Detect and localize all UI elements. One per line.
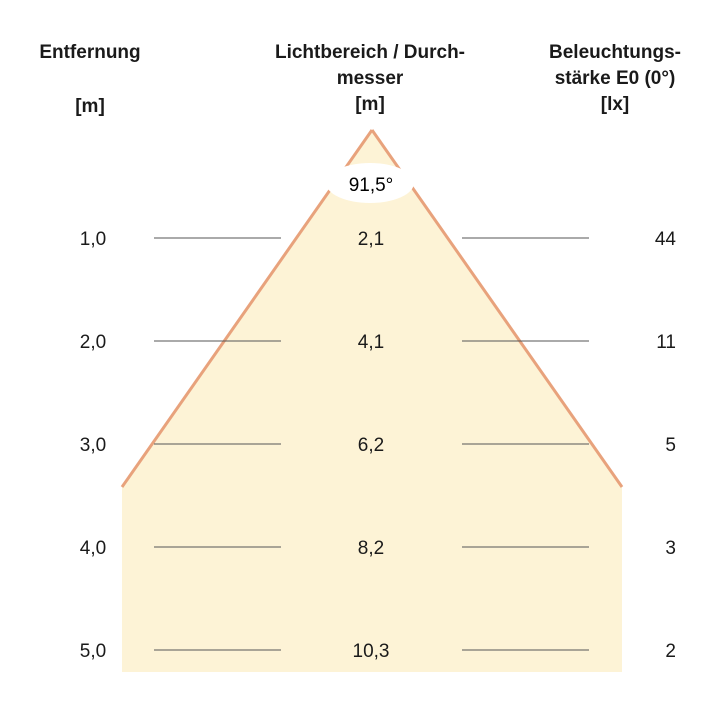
illuminance-header-title-cont: stärke E0 (0°) (554, 68, 676, 89)
row-diameter-value: 8,2 (358, 538, 384, 559)
distance-row: 5,0 10,3 2 (80, 641, 676, 662)
illuminance-header-unit: [lx] (600, 94, 630, 115)
illuminance-header-title: Beleuchtungs- (549, 42, 681, 63)
distance-header-title: Entfernung (39, 42, 141, 63)
beam-angle-label: 91,5° (349, 175, 394, 196)
beam-angle-label-background (326, 163, 414, 203)
distance-rows: 1,0 2,1 44 2,0 4,1 11 3,0 6,2 5 4,0 8,2 3 5,0 10,3 2 (80, 229, 677, 662)
distance-row: 1,0 2,1 44 (80, 229, 677, 250)
row-distance-value: 5,0 (80, 641, 106, 662)
distance-row: 3,0 6,2 5 (80, 435, 676, 456)
row-illuminance-value: 2 (665, 641, 676, 662)
distance-header-unit: [m] (75, 96, 105, 117)
diameter-header: Lichtbereich / Durch- messer [m] (250, 40, 490, 118)
diameter-header-title-cont: messer (336, 68, 404, 89)
row-diameter-value: 10,3 (353, 641, 390, 662)
row-diameter-value: 4,1 (358, 332, 384, 353)
row-illuminance-value: 11 (656, 332, 676, 353)
light-cone-fill (122, 130, 622, 672)
row-diameter-value: 6,2 (358, 435, 384, 456)
diameter-header-unit: [m] (355, 94, 385, 115)
distance-row: 2,0 4,1 11 (80, 332, 676, 353)
illuminance-header: Beleuchtungs- stärke E0 (0°) [lx] (520, 40, 710, 118)
light-cone-edge-right (370, 129, 624, 488)
diameter-header-title: Lichtbereich / Durch- (274, 42, 466, 63)
row-distance-value: 2,0 (80, 332, 106, 353)
row-illuminance-value: 5 (665, 435, 676, 456)
row-illuminance-value: 44 (655, 229, 677, 250)
distance-header: Entfernung [m] (20, 40, 160, 120)
row-diameter-value: 2,1 (358, 229, 384, 250)
row-illuminance-value: 3 (665, 538, 676, 559)
row-distance-value: 4,0 (80, 538, 106, 559)
row-distance-value: 3,0 (80, 435, 106, 456)
row-distance-value: 1,0 (80, 229, 106, 250)
distance-row: 4,0 8,2 3 (80, 538, 676, 559)
